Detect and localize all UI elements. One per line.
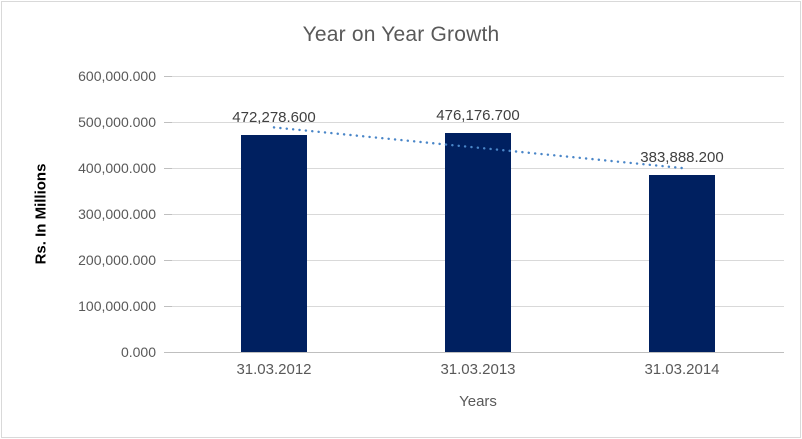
x-axis-title: Years (459, 393, 497, 410)
bar-data-label: 383,888.200 (640, 149, 724, 167)
y-axis-tick-label: 0.000 (120, 344, 156, 360)
y-axis-tick-label: 200,000.000 (78, 252, 156, 268)
y-axis-tick (164, 122, 172, 123)
gridline (172, 76, 784, 77)
chart-title: Year on Year Growth (302, 23, 500, 46)
x-axis-line (164, 352, 784, 353)
plot-area: 472,278.600 476,176.700 383,888.200 (164, 76, 784, 353)
y-axis-tick (164, 260, 172, 261)
bar (445, 132, 511, 352)
x-axis-tick-label: 31.03.2012 (236, 361, 312, 378)
bar-data-label: 472,278.600 (232, 108, 316, 126)
bar (649, 175, 715, 352)
y-axis-tick (164, 76, 172, 77)
gridline (172, 122, 784, 123)
x-axis-tick-label: 31.03.2014 (644, 361, 720, 378)
bar (241, 134, 307, 352)
y-axis-tick-label: 500,000.000 (78, 114, 156, 130)
y-axis-tick-label: 600,000.000 (78, 68, 156, 84)
bar-data-label: 476,176.700 (436, 106, 520, 124)
x-axis-tick-label: 31.03.2013 (440, 361, 516, 378)
trendline (272, 126, 684, 170)
y-axis-tick-label: 300,000.000 (78, 206, 156, 222)
y-axis-tick (164, 168, 172, 169)
y-axis-tick-label: 400,000.000 (78, 160, 156, 176)
y-axis-tick (164, 214, 172, 215)
y-axis-tick (164, 306, 172, 307)
y-axis-tick-label: 100,000.000 (78, 298, 156, 314)
